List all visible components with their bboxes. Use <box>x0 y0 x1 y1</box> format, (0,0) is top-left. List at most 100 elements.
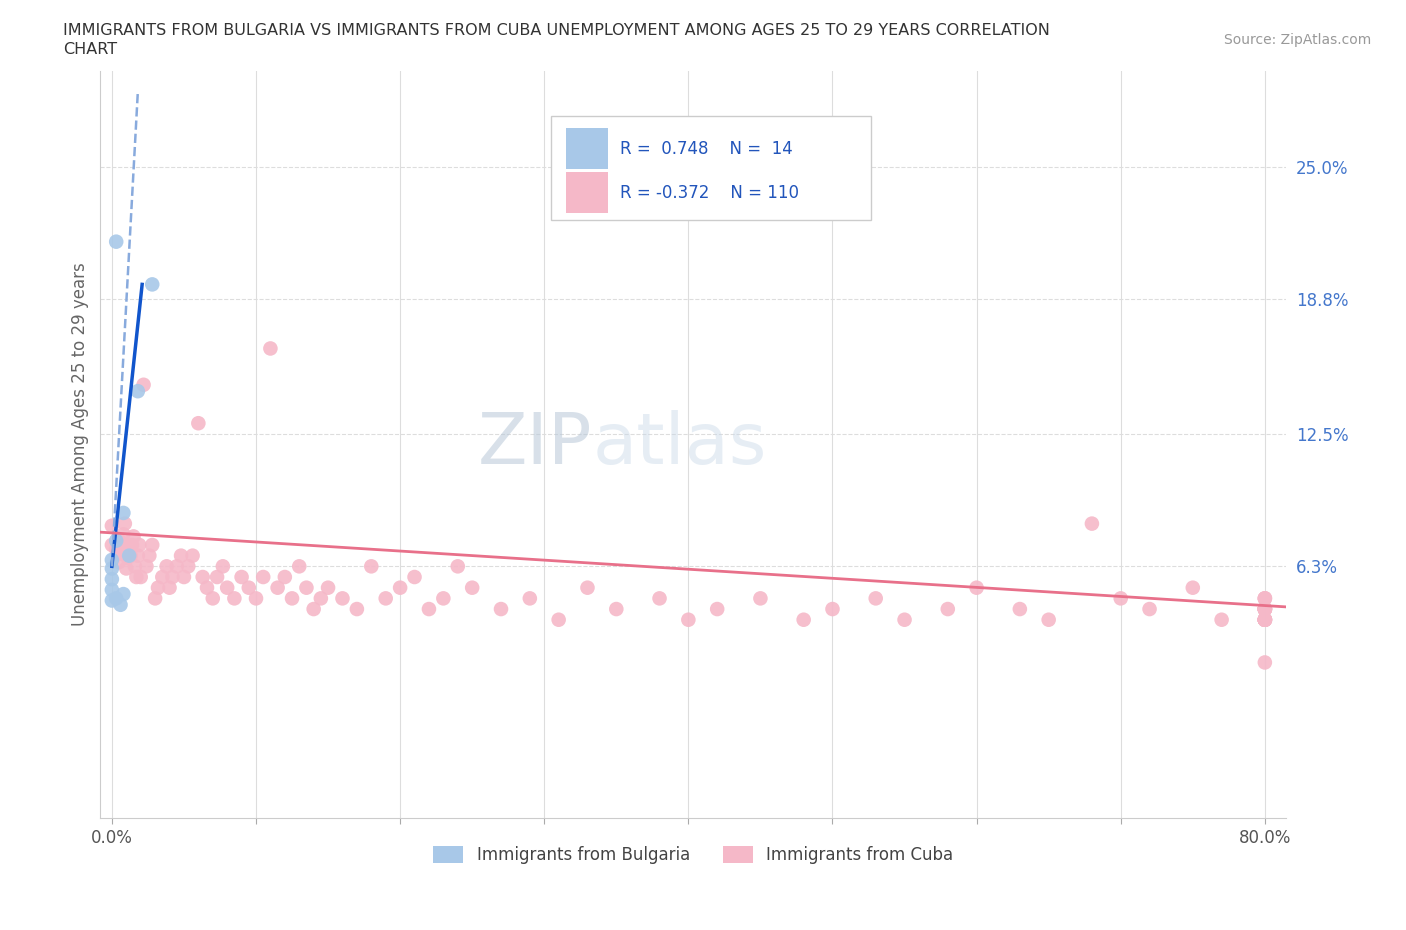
Point <box>1254 602 1277 617</box>
Point <box>295 580 318 595</box>
Point <box>274 569 297 584</box>
Point <box>749 591 772 605</box>
Point <box>966 580 988 595</box>
Point <box>238 580 260 595</box>
Point <box>936 602 959 617</box>
Point <box>217 580 239 595</box>
Point <box>166 559 188 574</box>
Text: Source: ZipAtlas.com: Source: ZipAtlas.com <box>1223 33 1371 46</box>
Point <box>146 580 169 595</box>
Point <box>115 561 138 576</box>
FancyBboxPatch shape <box>567 128 607 169</box>
Point <box>138 548 160 563</box>
Point <box>111 536 134 551</box>
Point <box>793 612 815 627</box>
Point <box>1254 612 1277 627</box>
Point <box>316 580 339 595</box>
Point <box>489 602 512 617</box>
Point <box>1109 591 1132 605</box>
Point <box>101 561 124 576</box>
Point <box>156 559 179 574</box>
Point <box>118 539 141 554</box>
Point <box>122 529 145 544</box>
Point <box>212 559 235 574</box>
Point <box>101 572 124 587</box>
Point <box>120 548 142 563</box>
Point <box>141 538 163 552</box>
Text: atlas: atlas <box>592 410 766 479</box>
Point <box>1254 602 1277 617</box>
Point <box>159 580 181 595</box>
Text: IMMIGRANTS FROM BULGARIA VS IMMIGRANTS FROM CUBA UNEMPLOYMENT AMONG AGES 25 TO 2: IMMIGRANTS FROM BULGARIA VS IMMIGRANTS F… <box>63 23 1050 38</box>
Y-axis label: Unemployment Among Ages 25 to 29 years: Unemployment Among Ages 25 to 29 years <box>72 262 89 627</box>
Point <box>1081 516 1104 531</box>
Point <box>101 593 124 608</box>
Point <box>1181 580 1204 595</box>
Point <box>129 569 152 584</box>
Point <box>281 591 304 605</box>
Point <box>519 591 541 605</box>
Text: R = -0.372    N = 110: R = -0.372 N = 110 <box>620 183 799 202</box>
Point <box>1254 602 1277 617</box>
Point <box>346 602 368 617</box>
Point <box>181 548 204 563</box>
Point <box>195 580 218 595</box>
Point <box>118 548 141 563</box>
Point <box>224 591 246 605</box>
Point <box>231 569 253 584</box>
Point <box>1254 591 1277 605</box>
Point <box>1254 612 1277 627</box>
Point <box>135 559 157 574</box>
Point <box>447 559 470 574</box>
Point <box>1139 602 1161 617</box>
Point <box>1254 602 1277 617</box>
FancyBboxPatch shape <box>551 115 872 220</box>
Point <box>332 591 354 605</box>
Point <box>132 378 155 392</box>
Point <box>302 602 325 617</box>
Point <box>101 518 124 533</box>
Point <box>101 538 124 552</box>
Point <box>112 506 135 521</box>
Point <box>105 591 128 605</box>
Point <box>201 591 224 605</box>
Point <box>1254 602 1277 617</box>
Point <box>1254 612 1277 627</box>
Point <box>1254 612 1277 627</box>
Point <box>309 591 332 605</box>
Point <box>127 384 149 399</box>
Point <box>1038 612 1060 627</box>
Point <box>105 234 128 249</box>
Point <box>124 559 146 574</box>
Point <box>389 580 412 595</box>
Point <box>143 591 166 605</box>
Point <box>101 582 124 597</box>
Point <box>605 602 627 617</box>
Point <box>112 587 135 602</box>
Point <box>245 591 267 605</box>
Point <box>461 580 484 595</box>
Point <box>1254 612 1277 627</box>
Point <box>114 516 136 531</box>
Point <box>259 341 281 356</box>
Point <box>162 569 184 584</box>
Point <box>110 597 132 612</box>
Point <box>170 548 193 563</box>
Point <box>177 559 200 574</box>
Point <box>648 591 671 605</box>
Point <box>576 580 599 595</box>
Point <box>1254 612 1277 627</box>
Point <box>125 569 148 584</box>
Point <box>1254 612 1277 627</box>
Point <box>360 559 382 574</box>
Text: ZIP: ZIP <box>478 410 592 479</box>
Point <box>105 533 128 548</box>
Point <box>187 416 209 431</box>
Point <box>141 277 163 292</box>
Point <box>121 538 143 552</box>
Point <box>127 548 149 563</box>
Point <box>374 591 396 605</box>
Point <box>266 580 288 595</box>
Point <box>1254 612 1277 627</box>
Point <box>191 569 214 584</box>
